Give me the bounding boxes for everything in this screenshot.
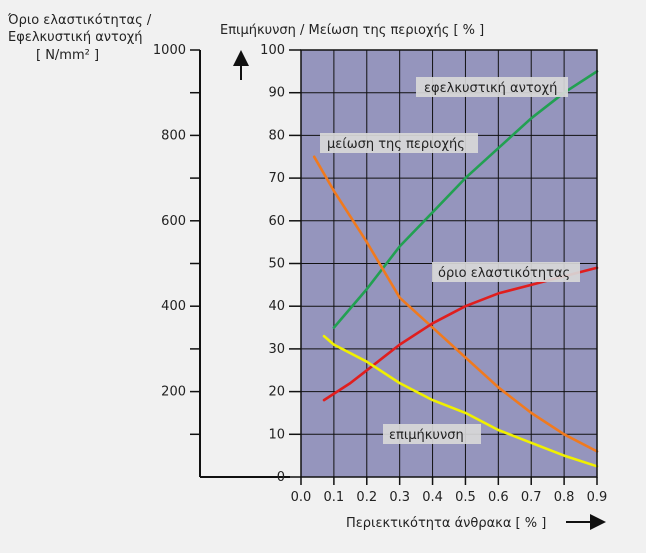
percent-tick-label: 100 [260,43,285,58]
left-axis-title-line1: Όριο ελαστικότητας / [7,13,152,28]
x-tick-label: 0.4 [422,490,443,505]
left-axis-unit: [ N/mm² ] [36,48,99,63]
series-line-tensile [332,70,599,329]
percent-tick-label: 30 [268,342,285,357]
x-tick-label: 0.7 [521,490,542,505]
percent-axis: 0 10 20 30 40 50 60 70 80 90 100 [260,43,301,485]
series-label-tensile-text: εφελκυστική αντοχή [424,81,557,96]
right-axis-title: Επιμήκυνση / Μείωση της περιοχής [ % ] [220,23,484,38]
x-tick-label: 0.0 [291,490,312,505]
series-label-reduction-bg [320,133,478,153]
percent-tick-label: 90 [268,86,285,101]
series-label-elongation-bg [383,424,481,444]
x-tick-label: 0.2 [356,490,377,505]
series-line-reduction [312,155,599,453]
percent-tick-label: 50 [268,257,285,272]
stress-tick-label: 1000 [153,43,186,58]
series-label-tensile: εφελκυστική αντοχή [416,77,568,97]
x-tick-label: 0.5 [455,490,476,505]
series-label-yield-bg [432,262,580,282]
percent-tick-label: 40 [268,299,285,314]
percent-tick-label: 10 [268,427,285,442]
percent-tick-label: 70 [268,171,285,186]
percent-tick-label: 60 [268,214,285,229]
series-label-tensile-bg [416,77,568,97]
left-axis-title-line2: Εφελκυστική αντοχή [8,30,143,45]
x-tick-label: 0.1 [324,490,345,505]
stress-tick-label: 400 [161,299,186,314]
stress-axis: 200 400 600 800 1000 [153,43,290,478]
stress-tick-label: 600 [161,214,186,229]
series-label-reduction-text: μείωση της περιοχής [327,137,465,152]
x-tick-label: 0.9 [587,490,608,505]
percent-tick-label: 80 [268,128,285,143]
series-label-elongation-text: επιμήκυνση [389,428,464,443]
series-line-elongation [322,334,599,468]
series-label-reduction: μείωση της περιοχής [320,133,478,153]
series-label-elongation: επιμήκυνση [383,424,481,444]
stress-tick-label: 200 [161,385,186,400]
x-axis-label: Περιεκτικότητα άνθρακα [ % ] [346,516,546,531]
x-axis: 0.0 0.1 0.2 0.3 0.4 0.5 0.6 0.7 0.8 0.9 [291,477,608,505]
stress-tick-label: 800 [161,128,186,143]
series-label-yield: όριο ελαστικότητας [432,262,580,282]
series-label-yield-text: όριο ελαστικότητας [438,266,570,281]
percent-tick-label: 20 [268,385,285,400]
x-tick-label: 0.3 [389,490,410,505]
x-tick-label: 0.8 [554,490,575,505]
x-tick-label: 0.6 [488,490,509,505]
percent-tick-label: 0 [277,470,285,485]
